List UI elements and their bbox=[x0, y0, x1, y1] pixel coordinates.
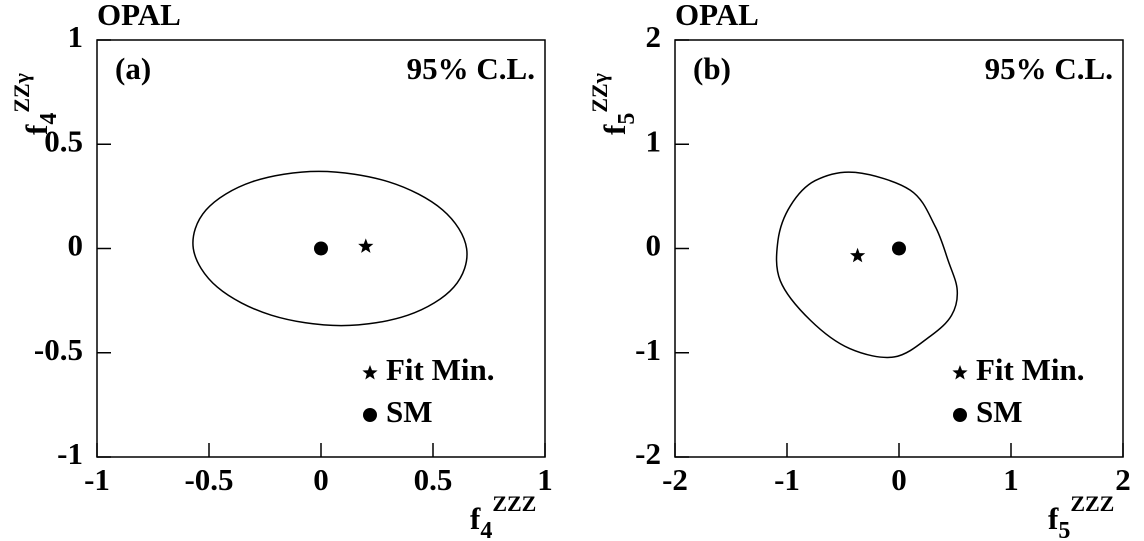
y-tick-label: 0 bbox=[68, 228, 84, 263]
y-tick-label: 1 bbox=[68, 19, 84, 54]
y-tick-label: -0.5 bbox=[34, 332, 83, 367]
axis-title-sub: 4 bbox=[480, 518, 492, 541]
cl-label: 95% C.L. bbox=[985, 51, 1113, 86]
axis-title-sub: 4 bbox=[36, 113, 62, 125]
axis-title: f4ZZγ bbox=[9, 73, 61, 135]
experiment-label: OPAL bbox=[97, 0, 181, 32]
x-tick-label: 0.5 bbox=[414, 462, 453, 497]
x-tick-label: -2 bbox=[662, 462, 688, 497]
axis-title-sup: ZZZ bbox=[1070, 491, 1114, 516]
sm-marker bbox=[892, 241, 906, 256]
axis-title-sup: ZZγ bbox=[9, 73, 34, 113]
contour-line bbox=[192, 170, 468, 327]
axis-title-sub: 5 bbox=[614, 113, 640, 125]
x-tick-label: -1 bbox=[774, 462, 800, 497]
legend-marker bbox=[363, 408, 377, 422]
x-tick-label: 1 bbox=[537, 462, 553, 497]
axis-title-base: f bbox=[19, 124, 54, 135]
experiment-label: OPAL bbox=[675, 0, 759, 32]
sm-marker bbox=[314, 241, 328, 256]
y-tick-label: 2 bbox=[646, 19, 662, 54]
legend-marker bbox=[953, 408, 967, 422]
y-tick-label: 0 bbox=[646, 228, 662, 263]
panel-label: (b) bbox=[693, 51, 731, 86]
y-tick-label: -2 bbox=[635, 436, 661, 471]
axis-title-base: f bbox=[1048, 501, 1059, 536]
axis-title-sub: 5 bbox=[1058, 518, 1070, 541]
axis-title: f5ZZZ bbox=[1048, 491, 1114, 541]
fit-min-marker bbox=[358, 238, 374, 253]
x-tick-label: 0 bbox=[891, 462, 907, 497]
axis-title-base: f bbox=[597, 124, 632, 135]
cl-label: 95% C.L. bbox=[407, 51, 535, 86]
legend-label: Fit Min. bbox=[976, 352, 1085, 387]
axis-title: f4ZZZ bbox=[470, 491, 536, 541]
axis-title-sup: ZZZ bbox=[492, 491, 536, 516]
x-tick-label: 1 bbox=[1003, 462, 1019, 497]
legend-marker bbox=[952, 365, 968, 380]
fit-min-marker bbox=[850, 247, 866, 263]
y-tick-label: 0.5 bbox=[44, 123, 83, 158]
contour-line bbox=[775, 171, 959, 359]
legend-label: SM bbox=[386, 394, 433, 429]
legend-label: Fit Min. bbox=[386, 352, 495, 387]
axis-title-base: f bbox=[470, 501, 481, 536]
y-tick-label: 1 bbox=[646, 123, 662, 158]
x-tick-label: -1 bbox=[84, 462, 110, 497]
axis-title: f5ZZγ bbox=[587, 73, 639, 135]
y-tick-label: -1 bbox=[57, 436, 83, 471]
x-tick-label: 2 bbox=[1115, 462, 1131, 497]
legend-label: SM bbox=[976, 394, 1023, 429]
x-tick-label: 0 bbox=[313, 462, 329, 497]
axis-title-sup: ZZγ bbox=[587, 73, 612, 113]
x-tick-label: -0.5 bbox=[184, 462, 233, 497]
legend-marker bbox=[362, 365, 378, 380]
panel-label: (a) bbox=[115, 51, 151, 86]
y-tick-label: -1 bbox=[635, 332, 661, 367]
